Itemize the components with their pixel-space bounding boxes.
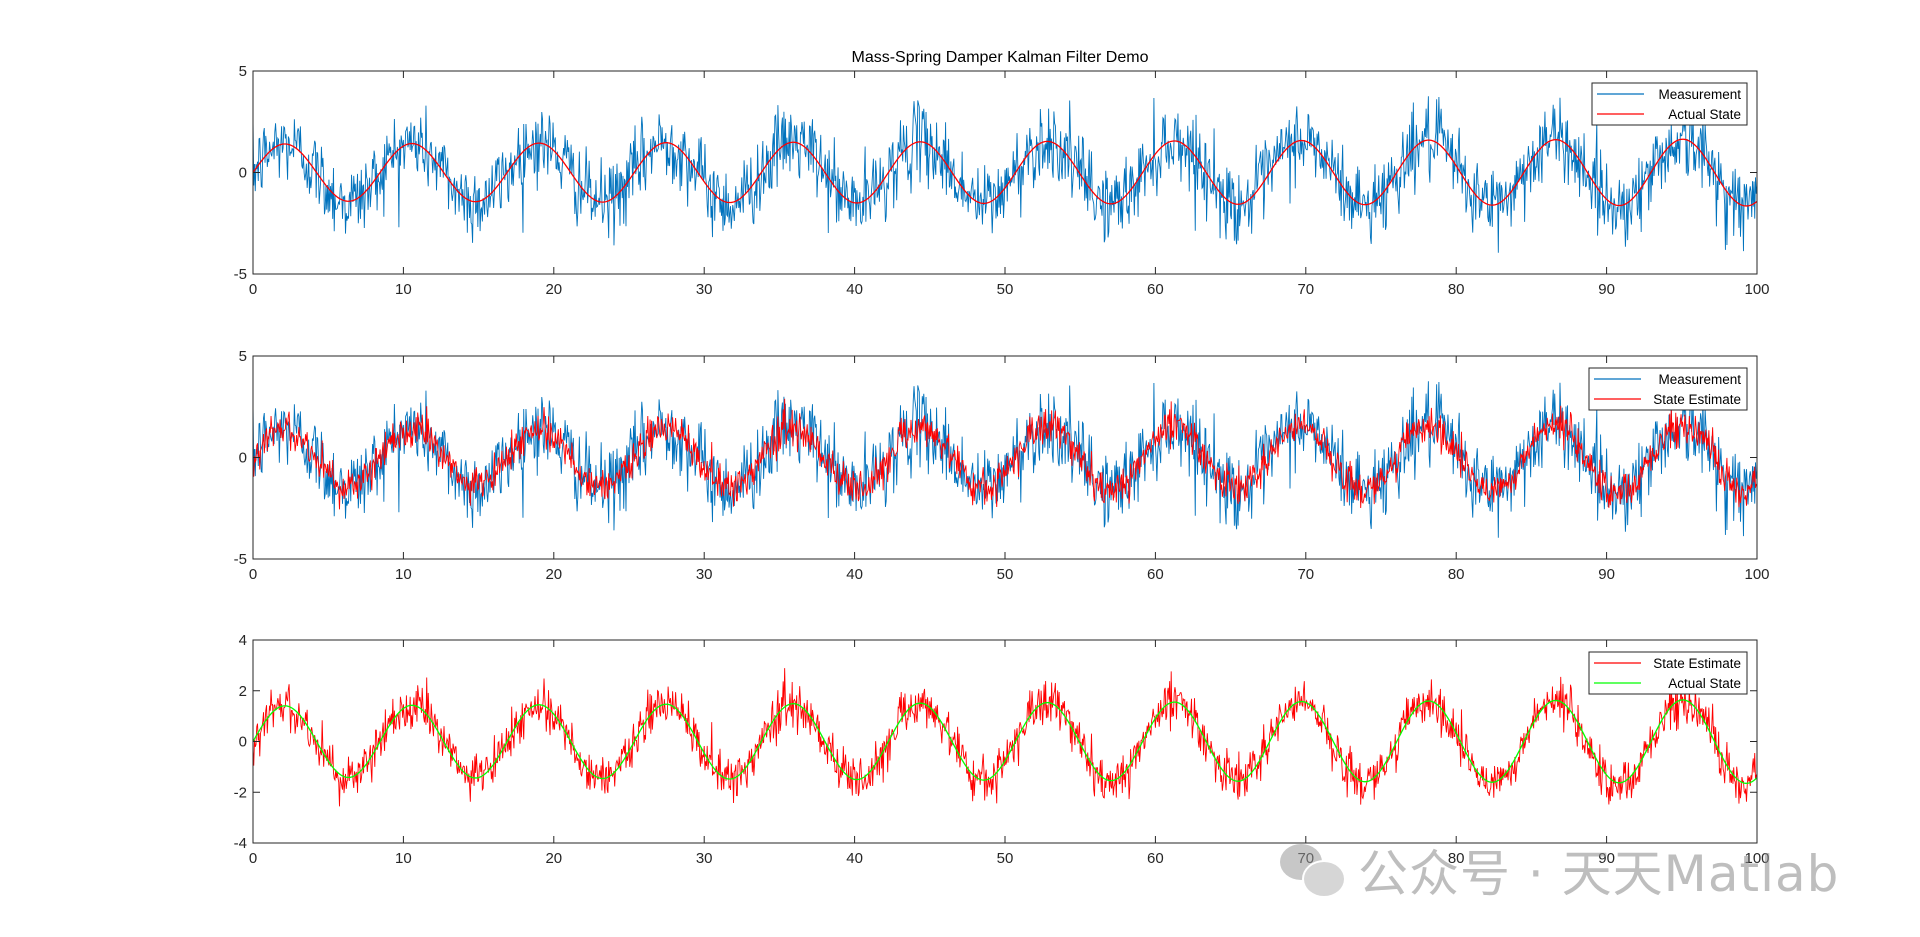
x-tick-label: 80 (1448, 281, 1465, 298)
y-tick-label: 0 (239, 450, 247, 467)
x-tick-label: 100 (1744, 566, 1769, 583)
x-tick-label: 90 (1598, 850, 1615, 867)
x-tick-label: 40 (846, 281, 863, 298)
x-tick-label: 0 (249, 281, 257, 298)
x-tick-label: 40 (846, 850, 863, 867)
legend-label: State Estimate (1653, 656, 1741, 671)
legend-label: Actual State (1668, 676, 1741, 691)
y-tick-label: 4 (239, 632, 247, 649)
legend-label: Measurement (1658, 87, 1741, 102)
subplot-estimate-vs-actual: 0 10 20 30 40 50 60 70 80 90 100 -4 -2 0 2 4 State Estim… (234, 632, 1770, 867)
x-tick-label: 10 (395, 566, 412, 583)
series-line-measurement (253, 96, 1757, 253)
y-tick-label: 0 (239, 165, 247, 182)
legend-label: Measurement (1658, 372, 1741, 387)
legend-label: Actual State (1668, 107, 1741, 122)
y-tick-label: 5 (239, 63, 247, 80)
x-tick-label: 60 (1147, 850, 1164, 867)
x-tick-label: 40 (846, 566, 863, 583)
x-tick-label: 100 (1744, 281, 1769, 298)
legend-label: State Estimate (1653, 392, 1741, 407)
plot-area (253, 640, 1757, 843)
x-tick-label: 30 (696, 850, 713, 867)
x-tick-label: 20 (545, 850, 562, 867)
x-tick-label: 70 (1297, 850, 1314, 867)
x-tick-label: 70 (1297, 281, 1314, 298)
x-tick-label: 50 (997, 566, 1014, 583)
chart-title: Mass-Spring Damper Kalman Filter Demo (852, 49, 1149, 66)
x-tick-label: 0 (249, 566, 257, 583)
x-tick-label: 100 (1744, 850, 1769, 867)
x-tick-label: 10 (395, 850, 412, 867)
x-tick-label: 70 (1297, 566, 1314, 583)
y-tick-label: 5 (239, 348, 247, 365)
x-tick-label: 60 (1147, 281, 1164, 298)
x-tick-label: 30 (696, 281, 713, 298)
x-tick-label: 20 (545, 281, 562, 298)
y-tick-label: 0 (239, 734, 247, 751)
x-tick-label: 30 (696, 566, 713, 583)
x-tick-label: 10 (395, 281, 412, 298)
y-tick-label: -2 (234, 784, 247, 801)
x-tick-label: 50 (997, 850, 1014, 867)
series-line-state-estimate (253, 668, 1757, 807)
subplot-measurement-vs-actual: 0 10 20 30 40 50 60 70 80 90 100-505MeasurementAct… (234, 63, 1770, 298)
y-tick-label: -5 (234, 266, 247, 283)
x-tick-label: 20 (545, 566, 562, 583)
x-tick-label: 0 (249, 850, 257, 867)
series-line-actual-state (253, 699, 1757, 784)
x-tick-label: 80 (1448, 850, 1465, 867)
series-line-actual-state (253, 138, 1757, 207)
x-tick-label: 60 (1147, 566, 1164, 583)
legend: Measurement State Estimate (1588, 367, 1748, 411)
y-tick-label: 2 (239, 683, 247, 700)
x-tick-label: 50 (997, 281, 1014, 298)
x-tick-label: 90 (1598, 566, 1615, 583)
legend: State Estimate Actual State (1588, 651, 1748, 695)
y-tick-label: -5 (234, 551, 247, 568)
x-tick-label: 80 (1448, 566, 1465, 583)
x-tick-label: 90 (1598, 281, 1615, 298)
series-line-state-estimate (253, 398, 1757, 510)
subplot-measurement-vs-estimate: 0 10 20 30 40 50 60 70 80 90 100-505MeasurementSta… (234, 348, 1770, 583)
legend: Measurement Actual State (1591, 82, 1748, 126)
y-tick-label: -4 (234, 835, 247, 852)
